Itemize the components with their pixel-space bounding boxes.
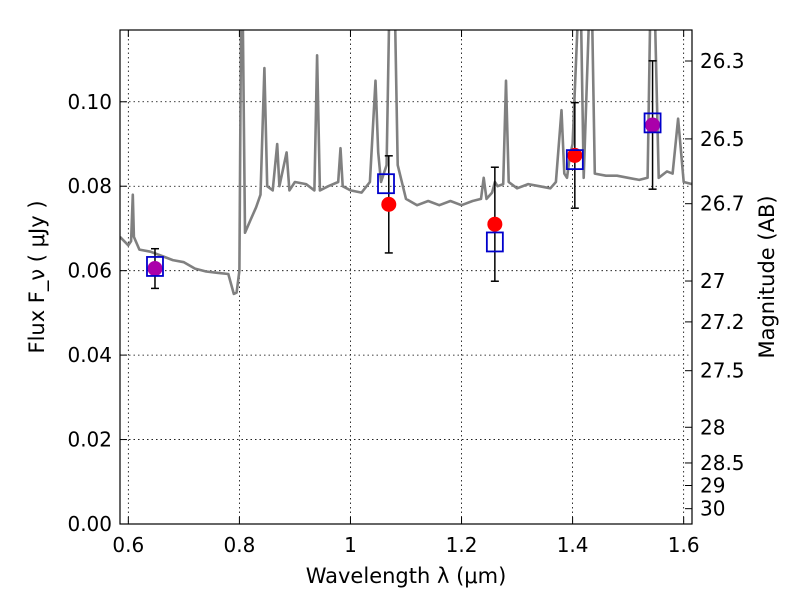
y-axis-right-label: Magnitude (AB) [755,195,779,358]
model-photometry-square [643,112,662,134]
y-right-tick-label: 26.5 [700,127,745,151]
model-spectrum-line [120,30,692,296]
y-tick-label: 0.10 [67,90,112,114]
x-tick-label: 1.4 [557,533,589,557]
x-tick-label: 1.6 [668,533,700,557]
tick-labels: 0.6 0.8 1 1.2 1.4 1.6 0.00 0.02 0.04 0.06 0.08 0.10… [67,49,744,557]
observed-point [487,216,503,232]
y-right-tick-label: 28.5 [700,451,745,475]
y-tick-label: 0.02 [67,428,112,452]
y-tick-label: 0.08 [67,174,112,198]
x-tick-label: 1 [344,533,357,557]
model-photometry-square [565,149,584,171]
y-tick-label: 0.06 [67,259,112,283]
x-axis-label: Wavelength λ (μm) [306,564,507,588]
y-right-tick-label: 29 [700,473,725,497]
observed-point [567,147,583,163]
x-tick-label: 0.6 [112,533,144,557]
model-photometry-square [146,256,164,277]
y-right-tick-label: 27 [700,269,725,293]
grid [120,30,692,524]
y-axis-label: Flux F_ν ( μJy ) [25,200,50,353]
y-tick-label: 0.00 [67,512,112,536]
y-right-tick-label: 27.2 [700,310,745,334]
ticks [120,30,692,525]
data-layer [120,30,692,296]
y-tick-label: 0.04 [67,343,112,367]
plot-frame [119,29,693,525]
model-photometry-square [485,231,504,253]
observed-point [645,117,661,133]
x-tick-label: 0.8 [223,533,255,557]
x-tick-label: 1.2 [446,533,478,557]
observed-point [147,261,163,277]
y-right-tick-label: 26.7 [700,192,745,216]
y-right-tick-label: 28 [700,415,725,439]
observed-point [381,196,397,212]
y-right-tick-label: 26.3 [700,49,745,73]
model-photometry-square [377,173,395,195]
y-right-tick-label: 27.5 [700,359,745,383]
y-right-tick-label: 30 [700,497,725,521]
